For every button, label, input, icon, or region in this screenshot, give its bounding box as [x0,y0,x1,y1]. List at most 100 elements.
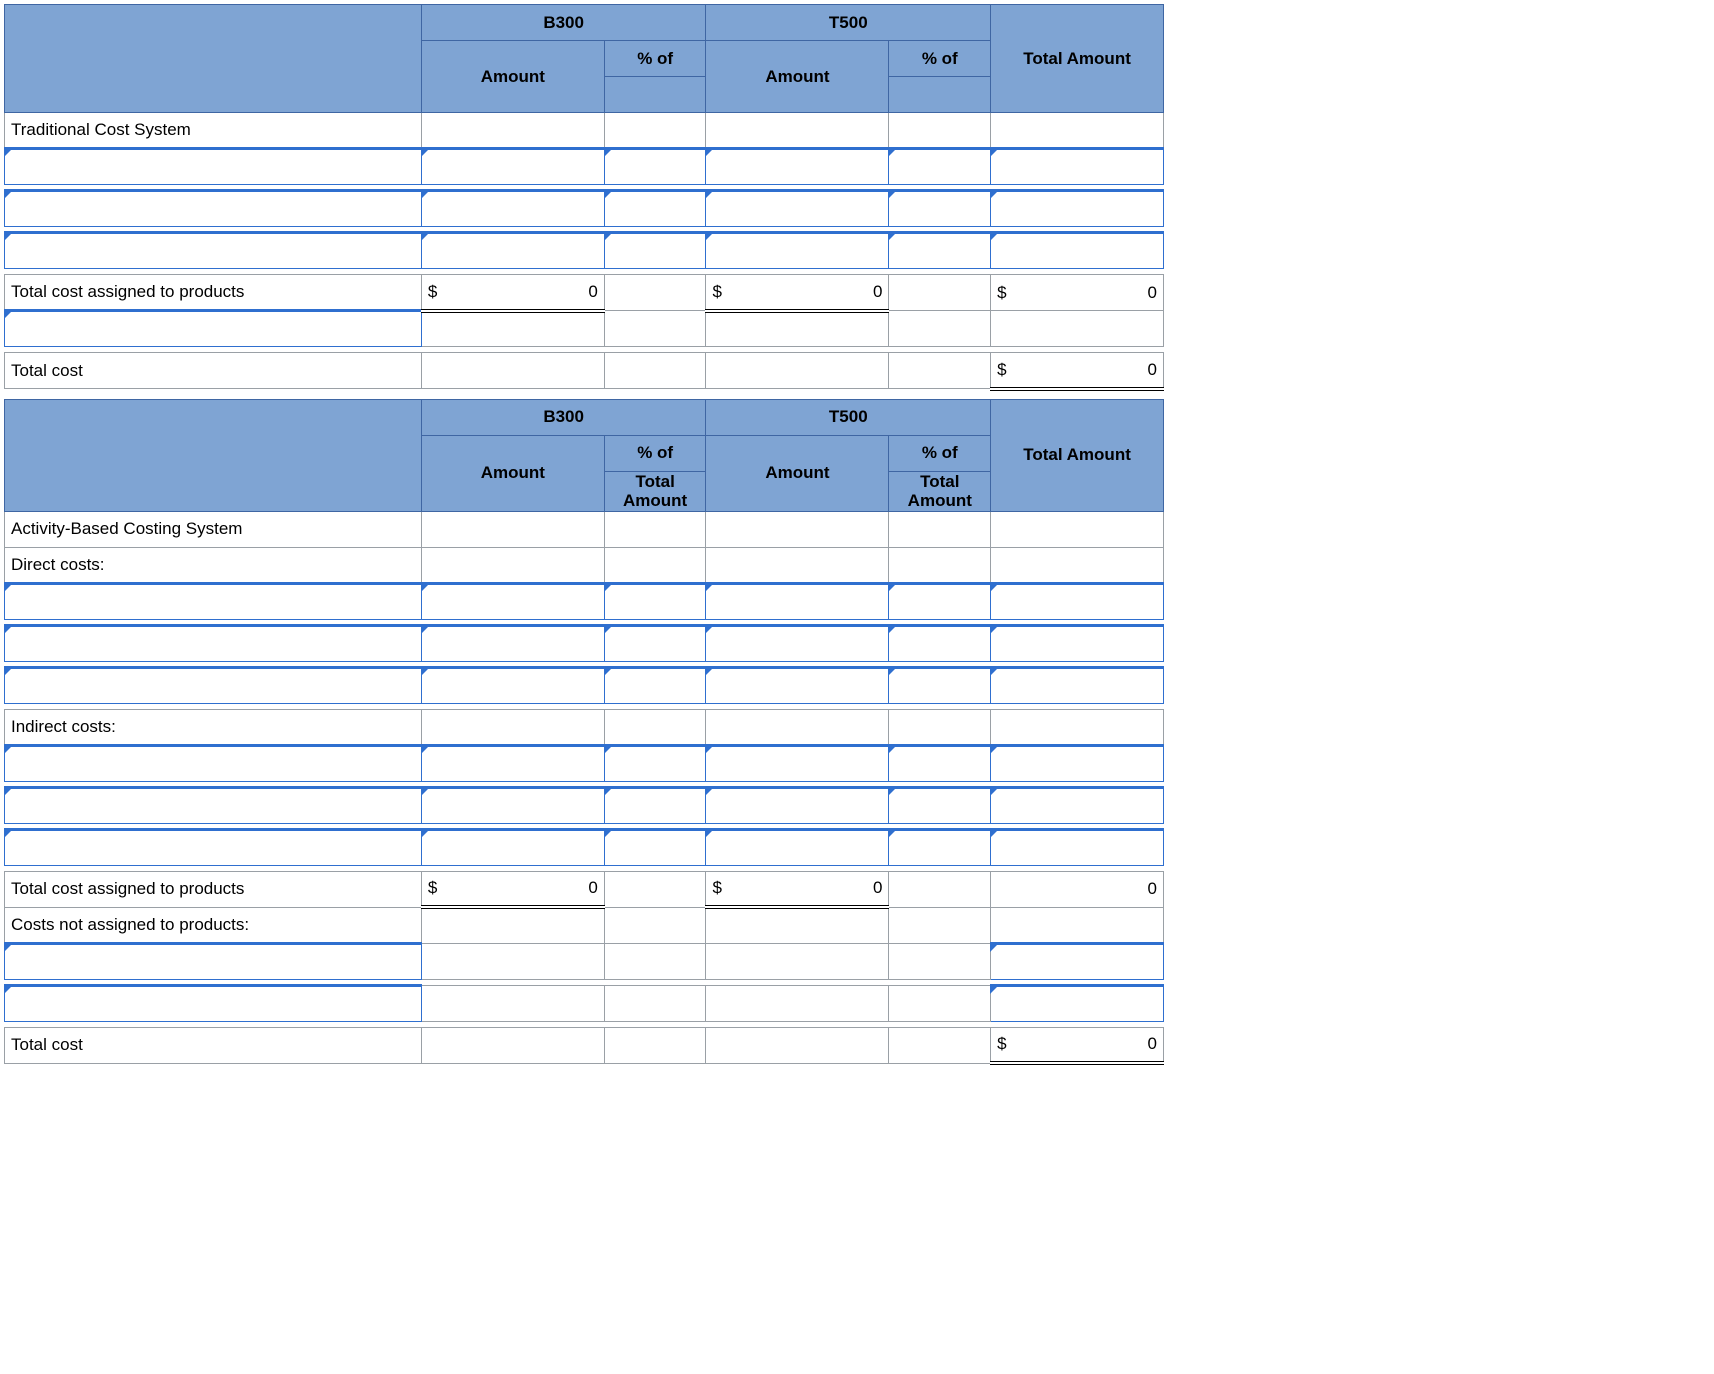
dropdown-cell[interactable] [889,667,991,703]
dropdown-cell[interactable] [421,745,604,781]
header-pct-t500-sub: Total Amount [889,471,991,511]
dropdown-cell[interactable] [889,787,991,823]
dropdown-cell[interactable] [991,149,1164,185]
input-row [5,625,1164,661]
row-total-assigned: Total cost assigned to products $0 $0 $0 [5,275,1164,311]
dropdown-cell[interactable] [421,583,604,619]
dropdown-cell[interactable] [604,667,706,703]
row-system-label: Activity-Based Costing System [5,511,1164,547]
dropdown-cell[interactable] [991,787,1164,823]
value: 0 [1148,879,1157,899]
dropdown-cell[interactable] [706,667,889,703]
dropdown-cell[interactable] [5,625,422,661]
dropdown-cell[interactable] [421,625,604,661]
header-blank [5,5,422,113]
dropdown-cell[interactable] [991,985,1164,1021]
dropdown-cell[interactable] [604,829,706,865]
dropdown-cell[interactable] [706,149,889,185]
dropdown-cell[interactable] [421,191,604,227]
header-pct-b300: % of [604,41,706,77]
dropdown-cell[interactable] [604,745,706,781]
header-total-amount: Total Amount [991,5,1164,113]
dropdown-cell[interactable] [604,583,706,619]
cell-direct-label: Direct costs: [5,547,422,583]
dropdown-cell[interactable] [889,233,991,269]
header-t500: T500 [706,5,991,41]
dropdown-cell[interactable] [991,625,1164,661]
dropdown-cell[interactable] [706,233,889,269]
header-pct-t500: % of [889,435,991,471]
dropdown-cell[interactable] [5,667,422,703]
input-row [5,583,1164,619]
value: 0 [1148,283,1157,303]
dropdown-cell[interactable] [5,311,422,347]
cell-system-label: Traditional Cost System [5,113,422,149]
header-b300: B300 [421,399,706,435]
header-amount-t500: Amount [706,41,889,113]
input-row [5,787,1164,823]
amount-total-cost: $0 [991,353,1164,389]
amount-t500: $0 [706,871,889,907]
dropdown-cell[interactable] [5,829,422,865]
header-amount-t500: Amount [706,435,889,511]
currency-symbol: $ [428,878,437,898]
dropdown-cell[interactable] [5,985,422,1021]
dropdown-cell[interactable] [706,191,889,227]
amount-total: $0 [991,275,1164,311]
dropdown-cell[interactable] [5,149,422,185]
header-row-1: B300 T500 Total Amount [5,5,1164,41]
dropdown-cell[interactable] [5,191,422,227]
input-row [5,829,1164,865]
dropdown-cell[interactable] [5,787,422,823]
dropdown-cell[interactable] [421,233,604,269]
label-total-assigned: Total cost assigned to products [5,871,422,907]
dropdown-cell[interactable] [604,191,706,227]
input-row [5,943,1164,979]
dropdown-cell[interactable] [991,943,1164,979]
dropdown-cell[interactable] [991,233,1164,269]
dropdown-cell[interactable] [991,829,1164,865]
dropdown-cell[interactable] [421,667,604,703]
dropdown-cell[interactable] [421,787,604,823]
label-total-cost: Total cost [5,353,422,389]
dropdown-cell[interactable] [991,667,1164,703]
header-amount-b300: Amount [421,41,604,113]
dropdown-cell[interactable] [604,787,706,823]
value: 0 [873,282,882,302]
dropdown-cell[interactable] [5,233,422,269]
dropdown-cell[interactable] [5,745,422,781]
dropdown-cell[interactable] [889,829,991,865]
dropdown-cell[interactable] [604,149,706,185]
dropdown-cell[interactable] [5,583,422,619]
input-row [5,667,1164,703]
dropdown-cell[interactable] [889,745,991,781]
dropdown-cell[interactable] [706,745,889,781]
dropdown-cell[interactable] [706,625,889,661]
dropdown-cell[interactable] [604,625,706,661]
cell-system-label: Activity-Based Costing System [5,511,422,547]
currency-symbol: $ [712,282,721,302]
label-total-cost: Total cost [5,1027,422,1063]
dropdown-cell[interactable] [706,787,889,823]
header-row-1: B300 T500 Total Amount [5,399,1164,435]
dropdown-cell[interactable] [421,829,604,865]
dropdown-cell[interactable] [604,233,706,269]
dropdown-cell[interactable] [991,583,1164,619]
dropdown-cell[interactable] [706,583,889,619]
dropdown-cell[interactable] [889,583,991,619]
input-row [5,985,1164,1021]
row-total-cost: Total cost $0 [5,353,1164,389]
dropdown-cell[interactable] [991,745,1164,781]
currency-symbol: $ [997,1034,1006,1054]
dropdown-cell[interactable] [991,191,1164,227]
dropdown-cell[interactable] [889,625,991,661]
dropdown-cell[interactable] [889,149,991,185]
dropdown-cell[interactable] [5,943,422,979]
input-row [5,233,1164,269]
row-not-assigned-label: Costs not assigned to products: [5,907,1164,943]
dropdown-cell[interactable] [706,829,889,865]
amount-t500: $0 [706,275,889,311]
dropdown-cell[interactable] [421,149,604,185]
input-row [5,745,1164,781]
dropdown-cell[interactable] [889,191,991,227]
